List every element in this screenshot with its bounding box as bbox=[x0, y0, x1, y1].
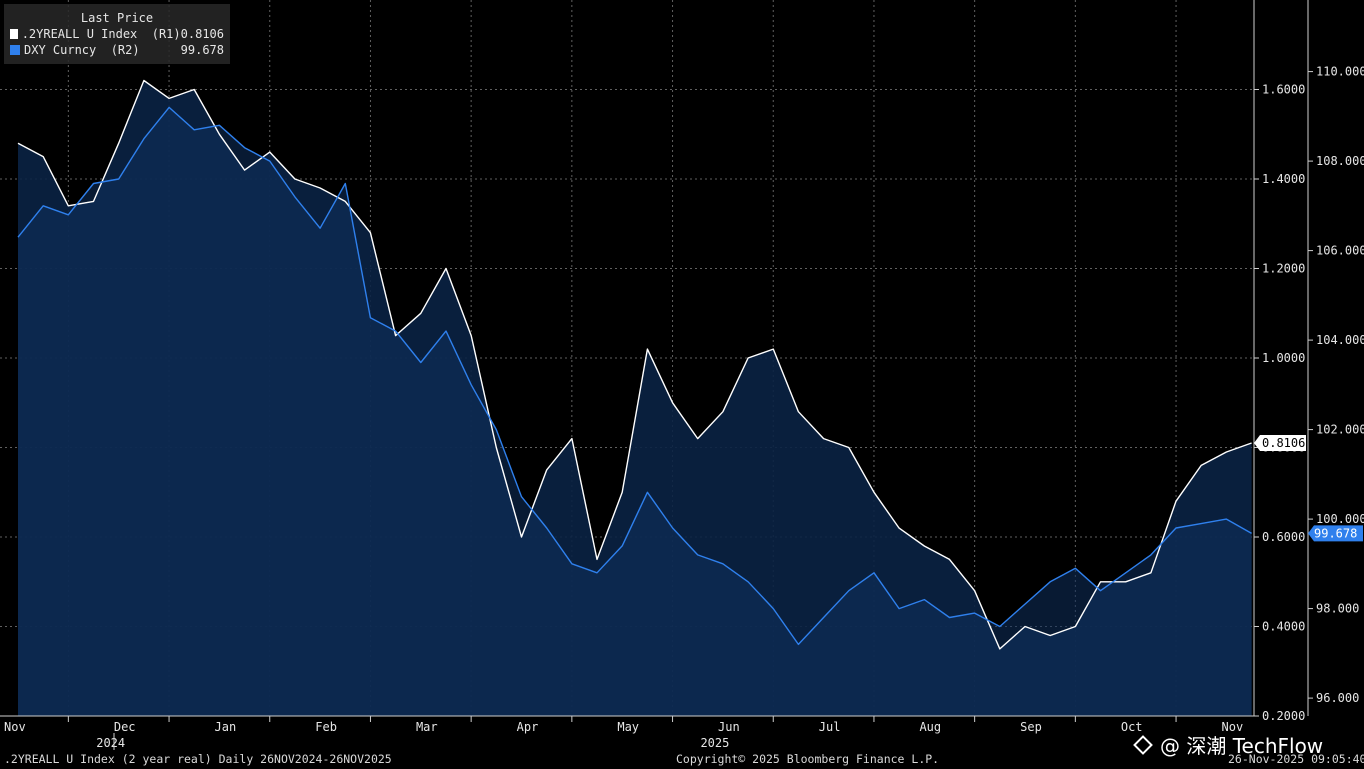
line-layer bbox=[17, 79, 1252, 650]
watermark: @ 深潮 TechFlow bbox=[1133, 730, 1324, 759]
r1-tick-label: 0.6000 bbox=[1262, 530, 1305, 544]
x-tick-label: Jun bbox=[718, 720, 740, 734]
r2-tick-label: 100.000 bbox=[1316, 512, 1364, 526]
x-tick-label: Nov bbox=[4, 720, 26, 734]
axis-layer: 0.20000.40000.60000.80001.00001.20001.40… bbox=[0, 0, 1364, 750]
area-layer bbox=[18, 80, 1252, 716]
r1-tick-label: 1.2000 bbox=[1262, 262, 1305, 276]
series-line-r2 bbox=[17, 106, 1252, 646]
r1-tick-label: 0.4000 bbox=[1262, 620, 1305, 634]
r1-tick-label: 1.6000 bbox=[1262, 83, 1305, 97]
x-tick-label: Aug bbox=[919, 720, 941, 734]
r2-tick-label: 108.000 bbox=[1316, 154, 1364, 168]
r1-tick-label: 0.2000 bbox=[1262, 709, 1305, 723]
x-year-label: 2024 bbox=[96, 736, 125, 750]
r1-last-value-tag bbox=[1254, 435, 1306, 452]
legend-item-r1: .2YREALL U Index (R1) 0.8106 bbox=[10, 26, 224, 42]
series-line-r1 bbox=[17, 79, 1252, 650]
footer-timestamp: 26-Nov-2025 09:05:40 bbox=[1228, 752, 1364, 766]
x-tick-label: Feb bbox=[315, 720, 337, 734]
r1-tick-label: 1.4000 bbox=[1262, 172, 1305, 186]
r2-tick-label: 110.000 bbox=[1316, 65, 1364, 79]
legend-swatch-r1 bbox=[10, 29, 18, 39]
x-year-label: 2025 bbox=[700, 736, 729, 750]
x-tick-label: May bbox=[617, 720, 639, 734]
legend-swatch-r2 bbox=[10, 45, 20, 55]
r2-last-value-label: 99.678 bbox=[1314, 526, 1357, 540]
x-tick-label: Dec bbox=[114, 720, 136, 734]
x-tick-label: Jan bbox=[215, 720, 237, 734]
x-tick-label: Oct bbox=[1121, 720, 1143, 734]
legend-name-r2: DXY Curncy (R2) bbox=[24, 43, 140, 57]
r2-tick-label: 98.000 bbox=[1316, 602, 1359, 616]
footer-left: .2YREALL U Index (2 year real) Daily 26N… bbox=[4, 752, 392, 766]
x-tick-label: Nov bbox=[1222, 720, 1244, 734]
legend-name-r1: .2YREALL U Index (R1) bbox=[21, 27, 181, 41]
r1-last-value-label: 0.8106 bbox=[1262, 436, 1305, 450]
r2-tick-label: 106.000 bbox=[1316, 244, 1364, 258]
x-tick-label: Sep bbox=[1020, 720, 1042, 734]
legend-title: Last Price bbox=[80, 11, 154, 25]
series-area-r2 bbox=[18, 107, 1252, 716]
legend-value-r2: 99.678 bbox=[180, 43, 224, 57]
footer-copyright: Copyright© 2025 Bloomberg Finance L.P. bbox=[676, 752, 940, 766]
r2-tick-label: 96.000 bbox=[1316, 691, 1359, 705]
watermark-logo-icon bbox=[1133, 734, 1153, 755]
x-tick-label: Mar bbox=[416, 720, 438, 734]
r2-last-value-tag bbox=[1308, 525, 1363, 542]
watermark-text: @ 深潮 TechFlow bbox=[1160, 734, 1324, 758]
legend-item-r2: DXY Curncy (R2) 99.678 bbox=[10, 42, 224, 58]
r2-tick-label: 104.000 bbox=[1316, 333, 1364, 347]
x-tick-label: Jul bbox=[819, 720, 841, 734]
legend-value-r1: 0.8106 bbox=[180, 27, 224, 41]
legend: Last Price .2YREALL U Index (R1) 0.8106 … bbox=[4, 4, 230, 64]
r1-tick-label: 1.0000 bbox=[1262, 351, 1305, 365]
x-tick-label: Apr bbox=[517, 720, 539, 734]
r2-tick-label: 102.000 bbox=[1316, 423, 1364, 437]
